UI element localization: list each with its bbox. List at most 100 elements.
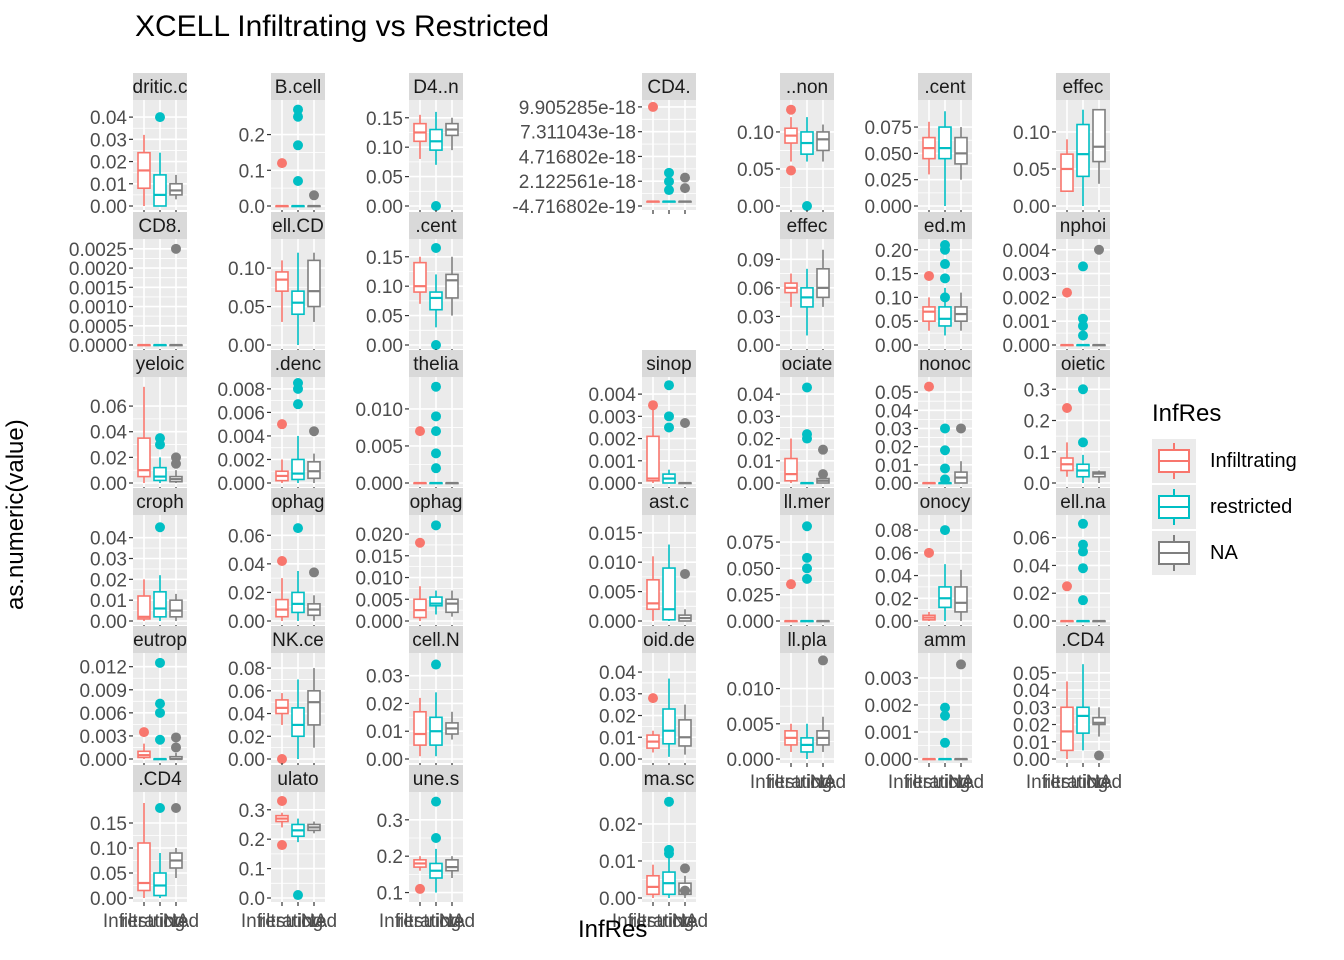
box bbox=[307, 690, 321, 726]
facet-strip-label: yeloic bbox=[136, 354, 185, 375]
box bbox=[413, 598, 427, 619]
outlier-point bbox=[680, 863, 690, 874]
y-tick-label: 0.04 bbox=[599, 663, 636, 684]
box bbox=[307, 461, 321, 480]
outlier-point bbox=[431, 201, 441, 211]
y-tick-label: 0.01 bbox=[1013, 733, 1050, 754]
facet-strip-label: sinop bbox=[646, 354, 691, 375]
outlier-point bbox=[940, 240, 950, 250]
y-tick-label: 0.06 bbox=[1013, 529, 1050, 550]
outlier-point bbox=[1078, 539, 1088, 550]
facet-strip-label: cell.N bbox=[412, 630, 460, 651]
y-tick-label: 0.05 bbox=[366, 307, 403, 328]
y-tick-label: 0.005 bbox=[726, 715, 774, 736]
facet-strip bbox=[780, 626, 834, 653]
y-tick-label: 0.0 bbox=[239, 197, 265, 218]
facet-strip bbox=[642, 73, 696, 100]
y-tick-label: 0.00 bbox=[228, 612, 265, 633]
y-tick-label: 0.05 bbox=[1013, 664, 1050, 685]
outlier-point bbox=[277, 556, 287, 566]
outlier-point bbox=[1062, 581, 1072, 592]
y-tick-label: 0.2 bbox=[239, 126, 265, 147]
facet-strip bbox=[1056, 350, 1110, 377]
outlier-point bbox=[664, 167, 674, 178]
y-tick-label: 0.002 bbox=[1002, 288, 1050, 309]
outlier-point bbox=[1078, 437, 1088, 448]
box bbox=[1060, 153, 1074, 192]
y-tick-label: 0.10 bbox=[228, 259, 265, 280]
y-tick-label: 0.15 bbox=[875, 265, 912, 286]
outlier-point bbox=[155, 522, 165, 533]
facet-strip-label: .cent bbox=[924, 77, 966, 98]
facet-strip-label: ell.na bbox=[1060, 492, 1106, 513]
box bbox=[1076, 123, 1090, 178]
box bbox=[1076, 706, 1090, 734]
box bbox=[646, 579, 660, 611]
x-tick-label: NA bbox=[810, 772, 837, 793]
box bbox=[169, 182, 183, 196]
box bbox=[291, 591, 305, 614]
x-tick-label: NA bbox=[301, 911, 328, 932]
outlier-point bbox=[431, 520, 441, 531]
box bbox=[1092, 108, 1106, 163]
facet-strip bbox=[918, 73, 972, 100]
y-tick-label: 0.02 bbox=[599, 815, 636, 836]
facet-strip-label: dritic.c bbox=[133, 77, 188, 98]
y-tick-label: 0.3 bbox=[239, 801, 265, 822]
box bbox=[413, 710, 427, 746]
legend-item-restricted: restricted bbox=[1152, 484, 1297, 530]
facet-strip-label: amm bbox=[924, 630, 966, 651]
outlier-point bbox=[664, 422, 674, 433]
y-tick-label: 0.3 bbox=[377, 811, 403, 832]
y-tick-label: 0.1 bbox=[377, 884, 403, 905]
facet-strip bbox=[642, 350, 696, 377]
outlier-point bbox=[415, 883, 425, 894]
y-tick-label: 0.00 bbox=[1013, 197, 1050, 218]
facet-strip-label: thelia bbox=[413, 354, 459, 375]
facet-strip-label: effec bbox=[1063, 77, 1104, 98]
y-tick-label: 0.00 bbox=[1013, 750, 1050, 771]
y-tick-label: 0.04 bbox=[1013, 681, 1050, 702]
y-tick-label: 0.02 bbox=[90, 153, 127, 174]
y-tick-label: 0.000 bbox=[355, 612, 403, 633]
box bbox=[1060, 706, 1074, 752]
outlier-point bbox=[155, 112, 165, 123]
box bbox=[275, 271, 289, 292]
y-tick-label: 0.00 bbox=[599, 750, 636, 771]
y-tick-label: 0.00 bbox=[875, 474, 912, 495]
y-tick-label: 0.01 bbox=[90, 591, 127, 612]
facet-strip-label: ophag bbox=[410, 492, 463, 513]
y-tick-label: 0.03 bbox=[737, 407, 774, 428]
y-tick-label: 0.06 bbox=[228, 682, 265, 703]
legend-key-restricted bbox=[1152, 485, 1196, 529]
facet-strip bbox=[918, 488, 972, 515]
facet-strip bbox=[133, 212, 187, 239]
facet-strip bbox=[780, 488, 834, 515]
outlier-point bbox=[277, 840, 287, 851]
y-tick-label: 0.01 bbox=[599, 852, 636, 873]
outlier-point bbox=[293, 111, 303, 122]
outlier-point bbox=[1078, 330, 1088, 341]
y-tick-label: 0.1 bbox=[239, 161, 265, 182]
y-tick-label: 0.001 bbox=[588, 452, 636, 473]
outlier-point bbox=[940, 710, 950, 721]
y-tick-label: 0.04 bbox=[90, 108, 127, 129]
x-tick-label: Infiltrating bbox=[612, 911, 694, 932]
facet-strip bbox=[780, 350, 834, 377]
y-tick-label: 0.04 bbox=[90, 423, 127, 444]
outlier-point bbox=[802, 563, 812, 574]
facet-strip bbox=[780, 73, 834, 100]
facet-strip bbox=[133, 765, 187, 792]
facet-strip bbox=[271, 488, 325, 515]
y-tick-label: 0.010 bbox=[726, 680, 774, 701]
x-tick-label: NA bbox=[948, 772, 975, 793]
x-tick-label: restricted bbox=[121, 911, 199, 932]
outlier-point bbox=[1078, 384, 1088, 395]
y-tick-label: 0.03 bbox=[90, 130, 127, 151]
outlier-point bbox=[1094, 750, 1104, 761]
facet-strip bbox=[271, 212, 325, 239]
facet-strip-label: CD8. bbox=[138, 216, 181, 237]
outlier-point bbox=[293, 890, 303, 901]
legend-item-infiltrating: Infiltrating bbox=[1152, 438, 1297, 484]
y-tick-label: 0.0 bbox=[239, 889, 265, 910]
